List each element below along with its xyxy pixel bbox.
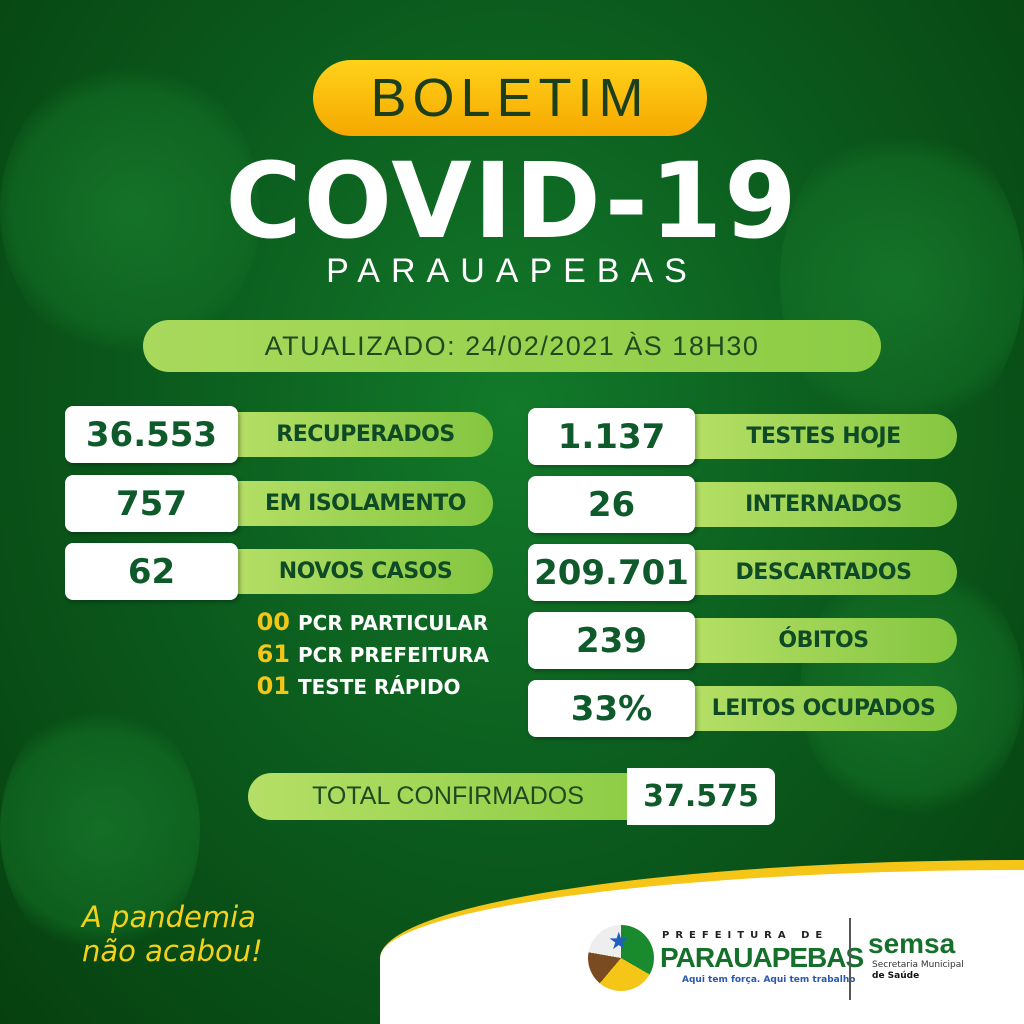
semsa-sub: de Saúde: [872, 971, 920, 981]
slogan-line: A pandemia: [82, 900, 256, 934]
stat-value: 757: [65, 475, 238, 532]
logo-divider: [849, 918, 851, 1000]
stat-label: NOVOS CASOS: [233, 549, 493, 594]
updated-banner: ATUALIZADO: 24/02/2021 ÀS 18H30: [143, 320, 881, 372]
breakdown-label: PCR PREFEITURA: [298, 643, 489, 667]
breakdown-value: 00: [256, 608, 290, 636]
stat-value: 33%: [528, 680, 695, 737]
stat-internados: 26 INTERNADOS: [528, 476, 957, 533]
total-confirmados: TOTAL CONFIRMADOS 37.575: [248, 768, 775, 825]
breakdown-value: 01: [256, 672, 290, 700]
stat-label: TESTES HOJE: [690, 414, 957, 459]
stat-label: INTERNADOS: [690, 482, 957, 527]
breakdown-item: 00 PCR PARTICULAR: [240, 608, 489, 636]
stat-value: 209.701: [528, 544, 695, 601]
virus-decoration: [0, 700, 200, 960]
breakdown-label: TESTE RÁPIDO: [298, 675, 461, 699]
stat-recuperados: 36.553 RECUPERADOS: [65, 406, 493, 463]
page-title: COVID-19: [225, 140, 799, 262]
stat-label: RECUPERADOS: [233, 412, 493, 457]
breakdown-item: 61 PCR PREFEITURA: [240, 640, 489, 668]
stat-testes-hoje: 1.137 TESTES HOJE: [528, 408, 957, 465]
slogan-line: não acabou!: [82, 934, 263, 968]
stat-value: 62: [65, 543, 238, 600]
boletim-badge: BOLETIM: [313, 60, 707, 136]
prefeitura-top: PREFEITURA DE: [662, 930, 829, 941]
semsa-sub: Secretaria Municipal: [872, 960, 964, 970]
stat-label: LEITOS OCUPADOS: [690, 686, 957, 731]
stat-label: ÓBITOS: [690, 618, 957, 663]
city-name: PARAUAPEBAS: [326, 252, 698, 290]
stat-obitos: 239 ÓBITOS: [528, 612, 957, 669]
stat-isolamento: 757 EM ISOLAMENTO: [65, 475, 493, 532]
stat-value: 1.137: [528, 408, 695, 465]
semsa-logo: semsa: [868, 928, 956, 959]
breakdown-label: PCR PARTICULAR: [298, 611, 489, 635]
prefeitura-logo-icon: ★: [588, 925, 654, 991]
stat-label: DESCARTADOS: [690, 550, 957, 595]
virus-decoration: [0, 60, 260, 360]
prefeitura-tagline: Aqui tem força. Aqui tem trabalho: [682, 975, 856, 985]
stat-value: 26: [528, 476, 695, 533]
stat-value: 239: [528, 612, 695, 669]
stat-leitos: 33% LEITOS OCUPADOS: [528, 680, 957, 737]
stat-value: 36.553: [65, 406, 238, 463]
total-value: 37.575: [627, 768, 775, 825]
stat-label: EM ISOLAMENTO: [233, 481, 493, 526]
virus-decoration: [780, 120, 1024, 440]
stat-novos-casos: 62 NOVOS CASOS: [65, 543, 493, 600]
slogan: A pandemia não acabou!: [82, 900, 263, 968]
stat-descartados: 209.701 DESCARTADOS: [528, 544, 957, 601]
prefeitura-name: PARAUAPEBAS: [660, 942, 864, 973]
total-label: TOTAL CONFIRMADOS: [248, 773, 648, 820]
breakdown-item: 01 TESTE RÁPIDO: [240, 672, 461, 700]
breakdown-value: 61: [256, 640, 290, 668]
